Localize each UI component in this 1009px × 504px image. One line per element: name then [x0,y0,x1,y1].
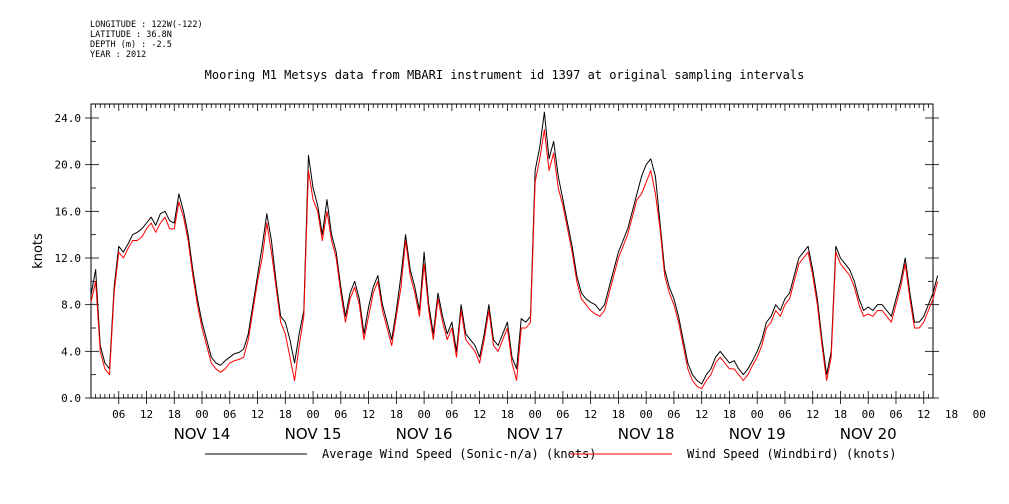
x-tick-label: 12 [806,408,819,421]
y-tick-labels: 0.0 4.0 8.0 12.0 16.0 20.0 24.0 [55,112,82,405]
y-tick-label: 16.0 [55,205,82,218]
day-label: NOV 14 [174,425,231,443]
x-tick-label: 06 [112,408,125,421]
x-tick-label: 12 [695,408,708,421]
day-label: NOV 16 [396,425,453,443]
x-tick-label: 06 [445,408,458,421]
y-axis-label: knots [31,233,46,269]
x-tick-label: 18 [390,408,403,421]
y-tick-label: 4.0 [61,345,81,358]
x-tick-label: 12 [584,408,597,421]
y-tick-label: 24.0 [55,112,82,125]
longitude-label: LONGITUDE : 122W(-122) [90,20,203,30]
x-tick-label: 06 [334,408,347,421]
x-tick-label: 00 [195,408,208,421]
series-line-average-wind-speed [90,111,939,385]
x-tick-label: 12 [473,408,486,421]
x-tick-label: 06 [223,408,236,421]
x-tick-label: 18 [279,408,292,421]
day-label: NOV 17 [507,425,564,443]
x-tick-label: 00 [640,408,653,421]
x-tick-label: 06 [556,408,569,421]
x-tick-label: 00 [529,408,542,421]
x-tick-label: 12 [362,408,375,421]
day-labels: NOV 14 NOV 15 NOV 16 NOV 17 NOV 18 NOV 19 NOV … [174,425,897,443]
year-label: YEAR : 2012 [90,50,147,60]
x-tick-label: 06 [778,408,791,421]
x-tick-label: 18 [501,408,514,421]
x-tick-label: 18 [723,408,736,421]
x-tick-label: 12 [140,408,153,421]
x-tick-label: 00 [751,408,764,421]
y-tick-label: 0.0 [61,392,81,405]
y-tick-label: 8.0 [61,299,81,312]
depth-label: DEPTH (m) : -2.5 [90,40,172,50]
x-tick-label: 06 [889,408,902,421]
day-label: NOV 18 [618,425,675,443]
chart-title: Mooring M1 Metsys data from MBARI instru… [204,68,805,82]
legend-label-average-wind-speed: Average Wind Speed (Sonic-n/a) (knots) [322,447,597,461]
series-lines [90,111,939,390]
metadata-block: LONGITUDE : 122W(-122) LATITUDE : 36.8N … [90,20,203,60]
x-tick-label: 06 [667,408,680,421]
x-tick-label: 00 [862,408,875,421]
series-line-windbird-speed [90,129,939,390]
y-tick-label: 20.0 [55,159,82,172]
legend: Average Wind Speed (Sonic-n/a) (knots) W… [205,447,897,461]
day-label: NOV 15 [285,425,342,443]
x-tick-labels: 06 12 18 00 06 12 18 00 06 12 18 00 06 12 18 00 06 12 18 00… [112,408,986,421]
x-tick-label: 18 [612,408,625,421]
x-tick-label: 18 [945,408,958,421]
x-tick-label: 18 [834,408,847,421]
x-tick-label: 12 [251,408,264,421]
day-label: NOV 20 [840,425,897,443]
x-tick-label: 00 [973,408,986,421]
legend-label-windbird-speed: Wind Speed (Windbird) (knots) [687,447,897,461]
x-tick-label: 12 [917,408,930,421]
latitude-label: LATITUDE : 36.8N [90,30,172,40]
x-tick-label: 18 [168,408,181,421]
x-tick-label: 00 [417,408,430,421]
day-label: NOV 19 [729,425,786,443]
axis-ticks [85,104,939,404]
x-tick-label: 00 [306,408,319,421]
y-tick-label: 12.0 [55,252,82,265]
